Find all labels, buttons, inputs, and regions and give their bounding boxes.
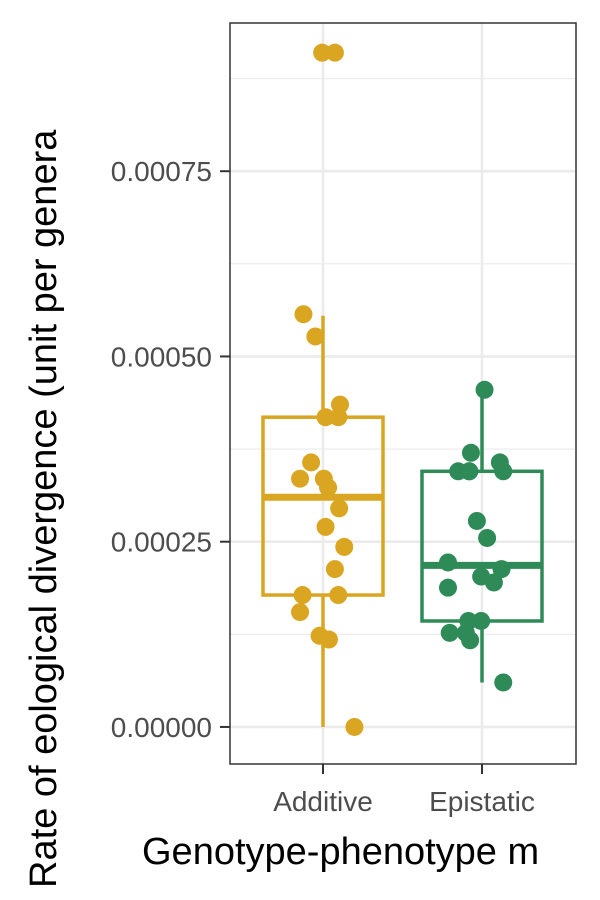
data-point — [475, 380, 494, 399]
plot-panel — [230, 23, 576, 764]
minor-gridlines — [230, 77, 576, 635]
x-tick-label: Additive — [273, 786, 373, 817]
data-point — [325, 560, 344, 579]
plot-border — [229, 22, 577, 765]
data-point — [316, 517, 335, 536]
data-point — [461, 631, 480, 650]
data-point — [325, 43, 344, 62]
data-point — [494, 673, 513, 692]
data-point — [461, 443, 480, 462]
data-point — [319, 630, 338, 649]
x-axis: Additive Epistatic — [273, 764, 535, 817]
y-axis: 0.00000 0.00025 0.00050 0.00075 — [111, 156, 230, 743]
y-axis-title: Rate of eological divergence (unit per g… — [23, 129, 65, 888]
data-point — [319, 478, 338, 497]
data-point — [467, 511, 486, 530]
x-axis-title: Genotype-phenotype m — [142, 831, 539, 873]
y-tick-label: 0.00075 — [111, 156, 212, 187]
data-point — [335, 537, 354, 556]
data-point — [302, 453, 321, 472]
data-point — [492, 560, 511, 579]
data-point — [329, 586, 348, 605]
data-point — [330, 499, 349, 518]
data-point — [316, 408, 335, 427]
data-point — [439, 578, 457, 597]
data-point — [439, 553, 457, 572]
x-tick-label: Epistatic — [429, 786, 535, 817]
data-point — [460, 462, 479, 481]
data-point — [291, 469, 310, 488]
data-point — [345, 717, 364, 736]
data-point — [313, 43, 332, 62]
data-point — [306, 327, 325, 346]
y-tick-label: 0.00025 — [111, 527, 212, 558]
data-point — [291, 603, 310, 622]
data-point — [472, 611, 491, 630]
data-point — [293, 586, 312, 605]
data-point — [329, 408, 348, 427]
data-point — [459, 611, 478, 630]
data-point — [494, 462, 513, 481]
data-point — [484, 573, 503, 592]
data-points — [291, 43, 513, 736]
y-tick-label: 0.00050 — [111, 341, 212, 372]
data-point — [440, 623, 459, 642]
data-point — [294, 305, 313, 324]
y-tick-label: 0.00000 — [111, 712, 212, 743]
data-point — [478, 528, 497, 547]
